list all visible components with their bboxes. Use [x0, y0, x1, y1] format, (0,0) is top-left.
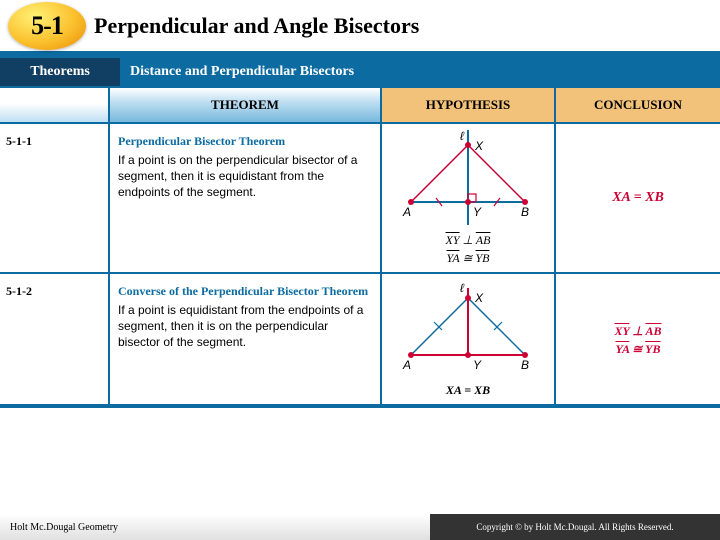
col-theorem: THEOREM [108, 88, 380, 122]
theorem-text: If a point is on the perpendicular bisec… [118, 152, 372, 201]
svg-text:A: A [402, 205, 411, 219]
theorem-number: 5-1-2 [0, 274, 108, 404]
svg-text:B: B [521, 205, 529, 219]
theorems-title: Distance and Perpendicular Bisectors [120, 58, 720, 86]
theorem-statement: Perpendicular Bisector Theorem If a poin… [108, 124, 380, 272]
footer-source: Holt Mc.Dougal Geometry [0, 514, 430, 540]
hyp-eq2: YA ≅ YB [446, 251, 489, 266]
hypothesis-cell: ℓ X A B Y XY ⊥ AB YA ≅ YB [380, 124, 554, 272]
conclusion-cell: XA = XB [554, 124, 720, 272]
col-conclusion: CONCLUSION [554, 88, 720, 122]
table-title-row: Theorems Distance and Perpendicular Bise… [0, 58, 720, 88]
badge-text: 5-1 [31, 11, 63, 41]
column-headers: THEOREM HYPOTHESIS CONCLUSION [0, 88, 720, 124]
svg-text:B: B [521, 358, 529, 372]
theorem-number: 5-1-1 [0, 124, 108, 272]
theorem-row: 5-1-2 Converse of the Perpendicular Bise… [0, 274, 720, 406]
svg-text:Y: Y [473, 205, 482, 219]
theorem-statement: Converse of the Perpendicular Bisector T… [108, 274, 380, 404]
conclusion-cell: XY ⊥ AB YA ≅ YB [554, 274, 720, 404]
svg-text:Y: Y [473, 358, 482, 372]
svg-text:A: A [402, 358, 411, 372]
theorem-name: Perpendicular Bisector Theorem [118, 134, 372, 149]
hyp-eq1: XY ⊥ AB [446, 233, 491, 248]
theorem-name: Converse of the Perpendicular Bisector T… [118, 284, 372, 299]
svg-text:X: X [474, 291, 484, 305]
bisector-diagram: ℓ X A B Y [393, 130, 543, 230]
theorem-rows: 5-1-1 Perpendicular Bisector Theorem If … [0, 124, 720, 408]
svg-text:X: X [474, 139, 484, 153]
col-blank [0, 88, 108, 122]
footer-copyright: Copyright © by Holt Mc.Dougal. All Right… [430, 514, 720, 540]
col-hypothesis: HYPOTHESIS [380, 88, 554, 122]
slide-title: Perpendicular and Angle Bisectors [94, 13, 419, 39]
theorems-label: Theorems [0, 58, 120, 86]
bisector-diagram: ℓ X A B Y [393, 280, 543, 380]
hyp-eq: XA = XB [446, 383, 490, 398]
theorem-text: If a point is equidistant from the endpo… [118, 302, 372, 351]
conc-eq: XA = XB [612, 190, 664, 206]
hypothesis-cell: ℓ X A B Y XA = XB [380, 274, 554, 404]
slide-footer: Holt Mc.Dougal Geometry Copyright © by H… [0, 514, 720, 540]
svg-text:ℓ: ℓ [460, 130, 465, 143]
theorem-row: 5-1-1 Perpendicular Bisector Theorem If … [0, 124, 720, 274]
section-badge: 5-1 [8, 2, 86, 50]
svg-text:ℓ: ℓ [460, 281, 465, 295]
slide-header: 5-1 Perpendicular and Angle Bisectors [0, 0, 720, 58]
conc-eq1: XY ⊥ AB [615, 324, 662, 339]
conc-eq2: YA ≅ YB [616, 342, 661, 357]
